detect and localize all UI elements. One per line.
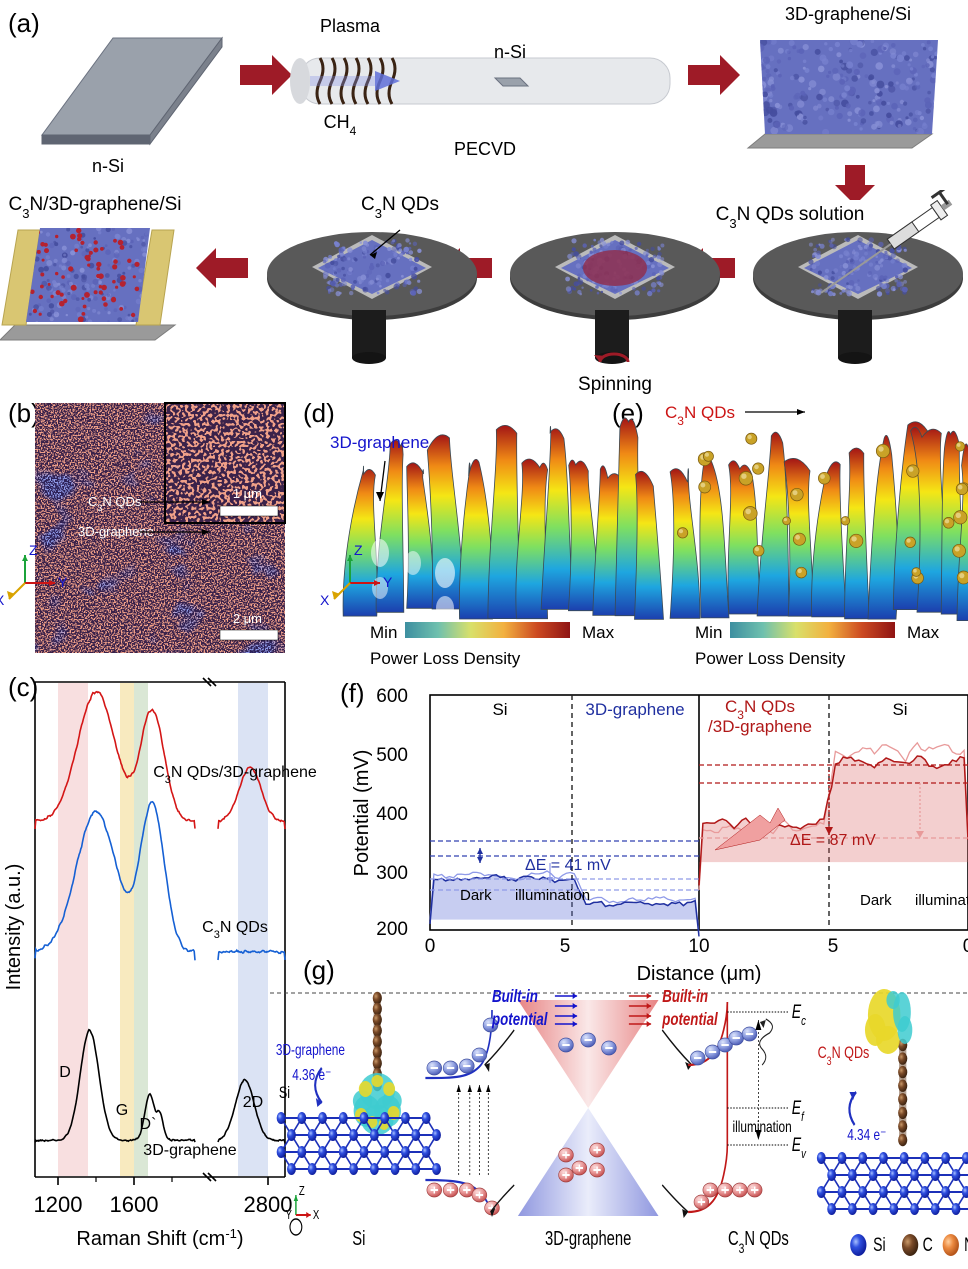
svg-text:D: D: [59, 1064, 71, 1081]
svg-text:illumination: illumination: [733, 1117, 792, 1135]
svg-text:Raman Shift (cm-1): Raman Shift (cm-1): [76, 1226, 243, 1251]
svg-text:1600: 1600: [110, 1192, 159, 1217]
svg-text:Ev: Ev: [792, 1134, 807, 1161]
svg-text:Z: Z: [29, 542, 38, 558]
svg-text:potential: potential: [661, 1010, 718, 1029]
svg-text:Plasma: Plasma: [320, 16, 381, 36]
svg-text:N: N: [964, 1234, 968, 1256]
svg-text:3D-graphene/Si: 3D-graphene/Si: [785, 4, 911, 24]
svg-text:Si: Si: [892, 700, 907, 719]
svg-text:Built-in: Built-in: [492, 987, 538, 1006]
svg-text:Y: Y: [383, 574, 393, 590]
svg-text:(f): (f): [340, 678, 365, 708]
svg-text:Intensity (a.u.): Intensity (a.u.): [3, 864, 25, 991]
svg-text:n-Si: n-Si: [494, 42, 526, 62]
svg-text:600: 600: [376, 686, 408, 707]
svg-text:Y: Y: [286, 1209, 293, 1223]
svg-text:Potential (mV): Potential (mV): [351, 750, 373, 877]
svg-text:Max: Max: [582, 623, 615, 642]
svg-text:C3N QDs: C3N QDs: [665, 403, 735, 428]
svg-text:3D-graphene: 3D-graphene: [276, 1040, 345, 1058]
svg-text:X: X: [0, 592, 5, 608]
svg-text:5: 5: [828, 936, 839, 957]
svg-text:3D-graphene: 3D-graphene: [143, 1142, 237, 1159]
svg-text:n-Si: n-Si: [92, 156, 124, 176]
svg-text:CH4: CH4: [324, 112, 357, 138]
svg-text:C3N QDs/3D-graphene: C3N QDs/3D-graphene: [153, 764, 317, 786]
svg-text:D`: D`: [140, 1116, 157, 1133]
svg-text:Min: Min: [695, 623, 722, 642]
svg-text:Spinning: Spinning: [578, 374, 652, 395]
svg-text:C3N QDs: C3N QDs: [818, 1043, 870, 1068]
svg-text:C3N QDs solution: C3N QDs solution: [716, 204, 865, 231]
svg-text:Y: Y: [58, 574, 68, 590]
svg-text:potential: potential: [491, 1010, 548, 1029]
svg-text:illumination: illumination: [515, 887, 590, 904]
svg-text:200: 200: [376, 919, 408, 940]
svg-text:C: C: [923, 1234, 933, 1256]
svg-text:4.34 e⁻: 4.34 e⁻: [847, 1125, 886, 1143]
svg-text:Power Loss Density: Power Loss Density: [370, 649, 521, 668]
svg-text:PECVD: PECVD: [454, 139, 516, 159]
svg-text:Ef: Ef: [792, 1097, 806, 1124]
svg-text:0: 0: [425, 936, 436, 957]
svg-text:Si: Si: [279, 1083, 290, 1102]
svg-text:3D-graphene: 3D-graphene: [585, 700, 684, 719]
svg-text:X: X: [320, 592, 330, 608]
svg-text:Distance (μm): Distance (μm): [637, 963, 762, 985]
svg-text:Max: Max: [907, 623, 940, 642]
svg-text:X: X: [313, 1209, 320, 1223]
svg-text:500: 500: [376, 745, 408, 766]
svg-text:illumination: illumination: [915, 892, 968, 909]
svg-text:2D: 2D: [243, 1094, 263, 1111]
svg-text:Dark: Dark: [860, 892, 892, 909]
svg-text:1200: 1200: [34, 1192, 83, 1217]
svg-text:C3N QDs: C3N QDs: [728, 1227, 789, 1257]
svg-text:Si: Si: [492, 700, 507, 719]
svg-text:3D-graphene: 3D-graphene: [545, 1227, 631, 1250]
svg-text:Ec: Ec: [792, 1001, 806, 1028]
svg-text:Min: Min: [370, 623, 397, 642]
svg-text:0: 0: [963, 936, 968, 957]
svg-text:5: 5: [560, 936, 571, 957]
svg-text:Si: Si: [352, 1227, 365, 1250]
svg-text:Dark: Dark: [460, 887, 492, 904]
svg-text:4.36 e⁻: 4.36 e⁻: [292, 1065, 331, 1083]
svg-text:C3N QDs: C3N QDs: [361, 194, 439, 221]
svg-text:300: 300: [376, 863, 408, 884]
svg-text:C3N/3D-graphene/Si: C3N/3D-graphene/Si: [8, 194, 181, 221]
svg-text:Z: Z: [299, 1185, 305, 1199]
svg-text:Power Loss Density: Power Loss Density: [695, 649, 846, 668]
svg-text:Z: Z: [354, 542, 363, 558]
svg-text:400: 400: [376, 804, 408, 825]
svg-text:ΔE = 41 mV: ΔE = 41 mV: [525, 857, 611, 874]
svg-text:G: G: [116, 1102, 128, 1119]
svg-text:ΔE = 87 mV: ΔE = 87 mV: [790, 832, 876, 849]
svg-text:/3D-graphene: /3D-graphene: [708, 717, 812, 736]
svg-text:3D-graphene: 3D-graphene: [330, 433, 429, 452]
svg-text:10: 10: [688, 936, 709, 957]
svg-text:Built-in: Built-in: [662, 987, 708, 1006]
svg-text:Si: Si: [873, 1234, 886, 1256]
